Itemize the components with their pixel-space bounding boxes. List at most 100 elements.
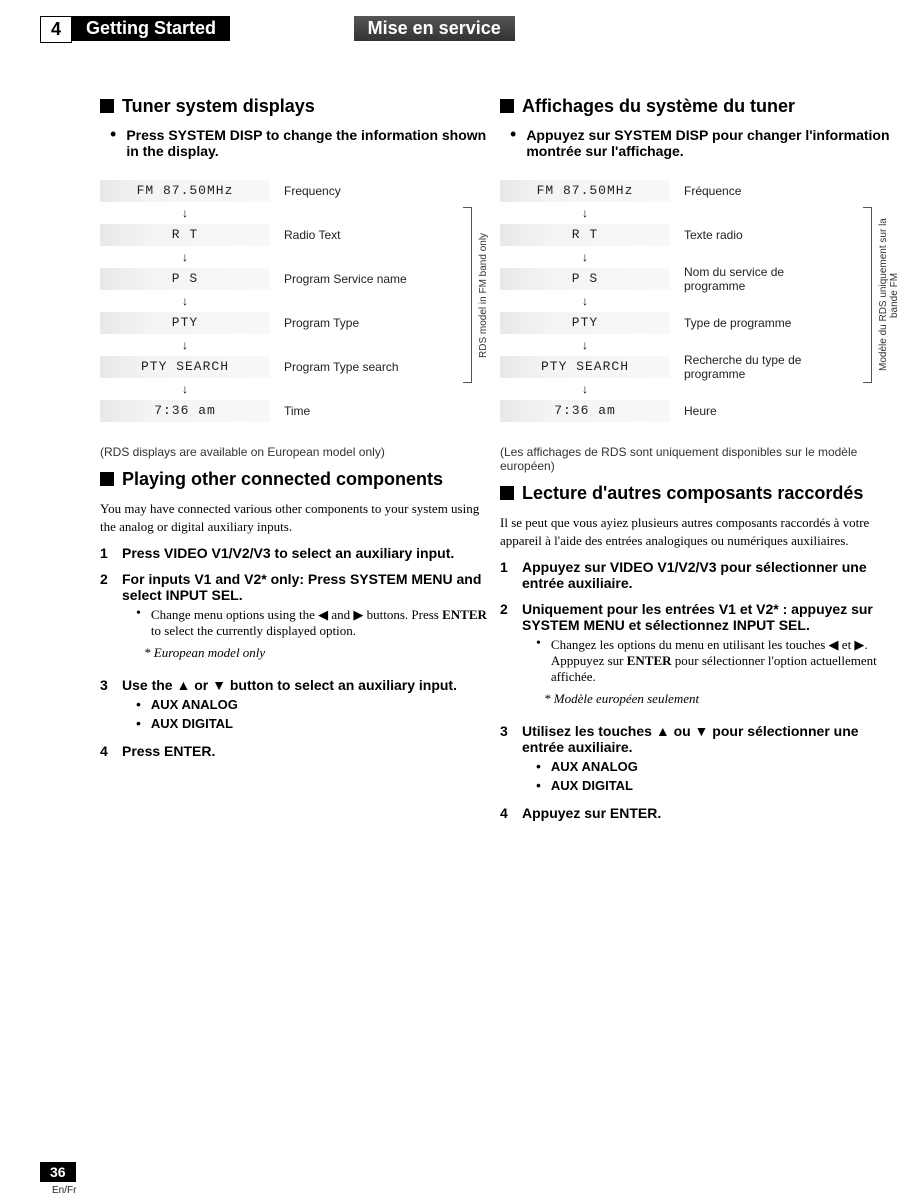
step-number: 1	[100, 545, 122, 561]
instruction-tuner-fr-text: Appuyez sur SYSTEM DISP pour changer l'i…	[526, 127, 890, 159]
step-3-en: 3Use the ▲ or ▼ button to select an auxi…	[100, 677, 490, 733]
diagram-row: PTY SEARCH Program Type search	[100, 353, 490, 381]
down-arrow-icon: ↓	[500, 207, 670, 221]
step-1-en-text: Press VIDEO V1/V2/V3 to select an auxili…	[122, 545, 490, 561]
step-2-sub-a: Change menu options using the ◀ and ▶ bu…	[151, 607, 442, 622]
rds-note-fr: (Les affichages de RDS sont uniquement d…	[500, 445, 890, 473]
square-bullet-icon	[100, 99, 114, 113]
page-langs: En/Fr	[52, 1185, 76, 1196]
step-number: 2	[100, 571, 122, 667]
diagram-row: R TTexte radio	[500, 221, 890, 249]
step-3-en-text: Use the ▲ or ▼ button to select an auxil…	[122, 677, 457, 693]
diagram-row: FM 87.50MHz Frequency	[100, 177, 490, 205]
square-bullet-icon	[100, 472, 114, 486]
step-3-fr: 3Utilisez les touches ▲ ou ▼ pour sélect…	[500, 723, 890, 795]
column-english: Tuner system displays • Press SYSTEM DIS…	[100, 90, 490, 769]
lcd-display: P S	[100, 268, 270, 290]
down-arrow-icon: ↓	[500, 295, 670, 309]
instruction-tuner-en: • Press SYSTEM DISP to change the inform…	[110, 127, 490, 159]
square-bullet-icon	[500, 99, 514, 113]
lcd-display: PTY	[100, 312, 270, 334]
step-4-en: 4Press ENTER.	[100, 743, 490, 759]
bullet-icon: •	[110, 127, 116, 159]
down-arrow-icon: ↓	[100, 383, 270, 397]
bullet-icon: •	[136, 716, 141, 731]
column-french: Affichages du système du tuner • Appuyez…	[500, 90, 890, 831]
diagram-row: P S Program Service name	[100, 265, 490, 293]
heading-tuner-fr-text: Affichages du système du tuner	[522, 96, 795, 116]
step-2-en-text: For inputs V1 and V2* only: Press SYSTEM…	[122, 571, 481, 603]
lcd-display: FM 87.50MHz	[100, 180, 270, 202]
step-2-note-fr: * Modèle européen seulement	[544, 691, 890, 707]
heading-play-en-text: Playing other connected components	[122, 469, 443, 489]
step-4-fr: 4Appuyez sur ENTER.	[500, 805, 890, 821]
aux-analog-en: AUX ANALOG	[151, 697, 238, 712]
diagram-row: PTYProgram Type	[100, 309, 490, 337]
down-arrow-icon: ↓	[500, 251, 670, 265]
header-title-en: Getting Started	[72, 16, 230, 41]
chapter-number: 4	[40, 16, 72, 43]
manual-page: 4Getting Started Mise en service Tuner s…	[0, 0, 918, 1188]
bullet-icon: •	[136, 607, 141, 639]
step-number: 2	[500, 601, 522, 713]
step-2-sub-b: ENTER	[442, 607, 487, 622]
paragraph-play-fr: Il se peut que vous ayiez plusieurs autr…	[500, 514, 890, 549]
instruction-tuner-en-text: Press SYSTEM DISP to change the informat…	[126, 127, 490, 159]
step-4-en-text: Press ENTER.	[122, 743, 490, 759]
lcd-display: R T	[500, 224, 670, 246]
step-2-en: 2For inputs V1 and V2* only: Press SYSTE…	[100, 571, 490, 667]
diagram-row: PTY SEARCHRecherche du type de programme	[500, 353, 890, 381]
bullet-icon: •	[536, 778, 541, 793]
step-1-en: 1Press VIDEO V1/V2/V3 to select an auxil…	[100, 545, 490, 561]
header-bar: 4Getting Started Mise en service	[40, 16, 898, 42]
bullet-icon: •	[510, 127, 516, 159]
aux-analog-fr: AUX ANALOG	[551, 759, 638, 774]
diagram-label: Program Service name	[284, 272, 407, 286]
step-2-fr-text: Uniquement pour les entrées V1 et V2* : …	[522, 601, 873, 633]
down-arrow-icon: ↓	[500, 339, 670, 353]
bullet-icon: •	[136, 697, 141, 712]
step-3-opt-b-fr: • AUX DIGITAL	[536, 778, 890, 793]
paragraph-play-en: You may have connected various other com…	[100, 500, 490, 535]
bullet-icon: •	[536, 637, 541, 685]
bracket-icon	[863, 207, 872, 383]
down-arrow-icon: ↓	[100, 339, 270, 353]
step-3-opt-a-en: • AUX ANALOG	[136, 697, 490, 712]
instruction-tuner-fr: • Appuyez sur SYSTEM DISP pour changer l…	[510, 127, 890, 159]
lcd-display: PTY	[500, 312, 670, 334]
bracket-icon	[463, 207, 472, 383]
step-2-fr: 2Uniquement pour les entrées V1 et V2* :…	[500, 601, 890, 713]
heading-play-fr: Lecture d'autres composants raccordés	[500, 483, 890, 504]
step-number: 4	[500, 805, 522, 821]
heading-tuner-en: Tuner system displays	[100, 96, 490, 117]
step-2-sub-fr: •Changez les options du menu en utilisan…	[536, 637, 890, 685]
page-number: 36	[40, 1162, 76, 1182]
lcd-display: P S	[500, 268, 670, 290]
step-2-sub-en: • Change menu options using the ◀ and ▶ b…	[136, 607, 490, 639]
diagram-row: 7:36 amTime	[100, 397, 490, 425]
step-3-opt-a-fr: •AUX ANALOG	[536, 759, 890, 774]
lcd-display: PTY SEARCH	[100, 356, 270, 378]
lcd-display: FM 87.50MHz	[500, 180, 670, 202]
diagram-label: Program Type search	[284, 360, 399, 374]
step-number: 1	[500, 559, 522, 591]
header-title-fr: Mise en service	[354, 16, 515, 41]
rds-note-en: (RDS displays are available on European …	[100, 445, 490, 459]
heading-play-en: Playing other connected components	[100, 469, 490, 490]
diagram-label: Nom du service de programme	[684, 265, 824, 293]
step-number: 4	[100, 743, 122, 759]
step-2-sub-b-fr: ENTER	[627, 653, 672, 668]
down-arrow-icon: ↓	[500, 383, 670, 397]
diagram-label: Frequency	[284, 184, 341, 198]
aux-digital-en: AUX DIGITAL	[151, 716, 233, 731]
aux-digital-fr: AUX DIGITAL	[551, 778, 633, 793]
step-2-note-en: * European model only	[144, 645, 490, 661]
tuner-diagram-en: RDS model in FM band only FM 87.50MHzFre…	[100, 177, 490, 425]
square-bullet-icon	[500, 486, 514, 500]
step-number: 3	[100, 677, 122, 733]
heading-tuner-fr: Affichages du système du tuner	[500, 96, 890, 117]
heading-tuner-en-text: Tuner system displays	[122, 96, 315, 116]
diagram-row: R TRadio Text	[100, 221, 490, 249]
down-arrow-icon: ↓	[100, 207, 270, 221]
step-4-fr-text: Appuyez sur ENTER.	[522, 805, 890, 821]
